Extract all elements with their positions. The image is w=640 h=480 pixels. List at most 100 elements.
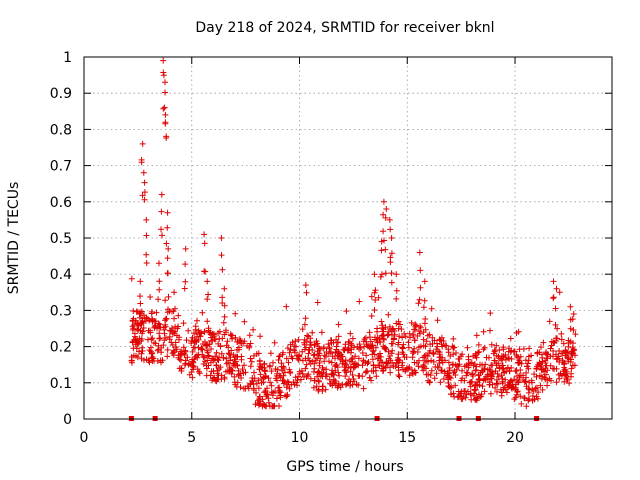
data-point [295, 353, 302, 359]
data-point [507, 335, 514, 342]
data-point [343, 380, 350, 387]
data-point [162, 111, 169, 118]
data-point [176, 356, 183, 363]
data-point [423, 371, 430, 378]
data-point [310, 368, 317, 375]
data-point [309, 329, 316, 336]
data-point [262, 373, 269, 379]
data-point [362, 359, 369, 366]
data-point [303, 374, 310, 380]
data-point [472, 386, 479, 393]
data-point [164, 309, 171, 316]
data-point [215, 376, 222, 383]
data-point [172, 305, 178, 312]
data-point [360, 385, 367, 392]
data-point [541, 368, 548, 375]
data-point [566, 380, 573, 387]
data-point [513, 367, 520, 374]
data-point [539, 354, 546, 361]
data-point [314, 299, 321, 306]
data-point [247, 363, 254, 370]
data-point [211, 374, 218, 381]
data-point [435, 364, 442, 371]
data-point [256, 363, 263, 370]
data-point [379, 322, 386, 329]
data-point [158, 208, 165, 215]
data-point [442, 370, 448, 377]
data-point [444, 374, 451, 381]
data-point [382, 214, 389, 221]
data-point [396, 373, 403, 380]
data-point [147, 294, 154, 300]
data-point [552, 321, 559, 328]
data-point [190, 364, 197, 371]
data-point [217, 342, 224, 349]
data-point [440, 338, 447, 344]
data-point [380, 335, 387, 342]
data-point [556, 375, 563, 382]
data-point [374, 328, 381, 335]
data-point [484, 371, 491, 378]
data-point [472, 367, 479, 374]
data-point [515, 354, 522, 361]
data-point [156, 321, 163, 328]
data-point [160, 57, 167, 64]
data-point [409, 369, 416, 376]
data-point [205, 352, 212, 359]
data-point [452, 372, 459, 378]
data-point [161, 337, 168, 344]
data-point [481, 344, 488, 351]
data-point [221, 285, 228, 292]
data-point [265, 399, 272, 406]
data-point [542, 357, 549, 364]
data-point [131, 321, 138, 328]
data-point [202, 268, 209, 275]
data-point [447, 353, 454, 359]
data-point [392, 363, 399, 370]
data-point [131, 330, 138, 337]
data-point [302, 365, 309, 372]
data-point [160, 69, 167, 76]
data-point [162, 119, 169, 126]
data-point [164, 353, 171, 360]
data-point [318, 329, 325, 336]
y-tick-label: 0.3 [50, 303, 72, 319]
data-point [399, 345, 406, 352]
data-points [128, 57, 579, 410]
data-point [165, 293, 172, 300]
data-point [402, 333, 409, 340]
data-point [213, 362, 220, 369]
data-point [315, 386, 322, 393]
data-point [475, 371, 482, 378]
data-point [465, 356, 472, 363]
data-point [388, 327, 395, 334]
data-point [552, 305, 559, 312]
data-point [500, 353, 507, 360]
data-point [343, 362, 350, 368]
data-point [295, 373, 302, 380]
data-point [205, 327, 212, 334]
y-tick-label: 0.8 [50, 122, 72, 138]
chart-title: Day 218 of 2024, SRMTID for receiver bkn… [195, 20, 494, 36]
data-point [268, 382, 275, 389]
data-point [349, 381, 356, 388]
data-point [553, 335, 559, 342]
data-point [140, 169, 147, 176]
data-point [171, 289, 178, 296]
data-point [385, 355, 392, 362]
data-point [357, 344, 364, 351]
data-point [431, 375, 438, 382]
data-point [370, 368, 377, 375]
data-point [456, 361, 463, 368]
data-point [275, 384, 282, 391]
data-point [276, 389, 282, 396]
data-point [445, 380, 452, 386]
data-point [380, 211, 387, 218]
data-point [130, 325, 137, 332]
data-point [543, 371, 549, 378]
data-point [146, 347, 153, 354]
data-point [382, 344, 389, 351]
data-point [553, 365, 560, 372]
data-point [250, 378, 256, 385]
data-point [331, 371, 337, 378]
